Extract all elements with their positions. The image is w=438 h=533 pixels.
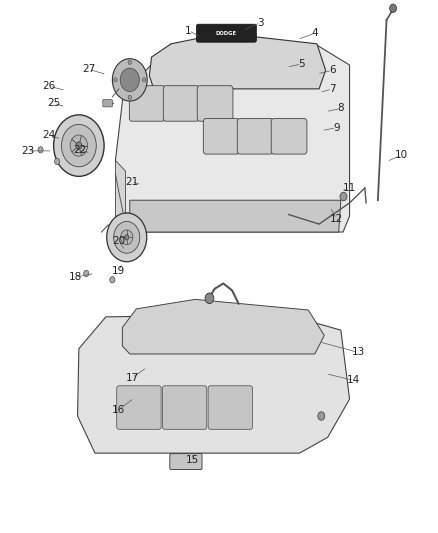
Text: 24: 24 [42,130,56,140]
Text: 11: 11 [343,183,356,193]
Text: 20: 20 [112,236,125,246]
Text: 22: 22 [73,145,86,155]
Circle shape [205,293,214,304]
Circle shape [53,115,104,176]
Text: 27: 27 [82,64,95,74]
Circle shape [54,158,60,165]
Circle shape [390,4,396,12]
FancyBboxPatch shape [271,118,307,154]
Circle shape [318,412,325,420]
Text: 8: 8 [338,103,344,114]
Text: 3: 3 [257,18,264,28]
Circle shape [340,192,347,201]
Text: 1: 1 [185,26,192,36]
Text: 10: 10 [395,150,408,160]
Text: 15: 15 [186,455,200,465]
Text: 17: 17 [125,373,138,383]
FancyBboxPatch shape [163,86,199,121]
FancyBboxPatch shape [129,86,165,121]
FancyBboxPatch shape [208,386,253,429]
FancyBboxPatch shape [162,386,207,429]
Text: DODGE: DODGE [216,31,237,36]
Text: 7: 7 [329,84,336,94]
Circle shape [84,270,89,277]
Circle shape [70,135,88,156]
Circle shape [38,147,43,153]
Text: 9: 9 [333,123,340,133]
FancyBboxPatch shape [197,86,233,121]
Text: 6: 6 [329,66,336,75]
Circle shape [124,235,129,240]
Polygon shape [149,33,325,89]
Text: 4: 4 [311,28,318,38]
Polygon shape [78,314,350,453]
Text: 5: 5 [298,59,305,69]
Text: 13: 13 [352,348,365,358]
Text: 18: 18 [69,272,82,282]
Circle shape [128,60,131,64]
Polygon shape [130,200,341,232]
Text: 26: 26 [42,81,56,91]
Circle shape [120,68,139,92]
Polygon shape [116,160,125,232]
Text: 25: 25 [47,98,60,108]
Circle shape [120,230,133,245]
FancyBboxPatch shape [203,118,239,154]
Circle shape [110,277,115,283]
Circle shape [142,78,146,82]
FancyBboxPatch shape [103,100,113,107]
Text: 23: 23 [21,146,34,156]
Circle shape [107,213,147,262]
FancyBboxPatch shape [117,386,161,429]
FancyBboxPatch shape [170,454,202,470]
Text: 19: 19 [112,266,126,276]
Circle shape [114,78,117,82]
Text: 21: 21 [125,176,138,187]
Circle shape [61,124,96,167]
Text: 14: 14 [347,375,360,385]
Polygon shape [116,44,350,232]
Polygon shape [122,300,324,354]
Text: 16: 16 [112,405,126,415]
Text: 12: 12 [330,214,343,224]
Circle shape [113,59,147,101]
Circle shape [114,221,140,253]
FancyBboxPatch shape [237,118,273,154]
FancyBboxPatch shape [196,24,256,42]
Circle shape [76,142,82,149]
Circle shape [128,95,131,100]
